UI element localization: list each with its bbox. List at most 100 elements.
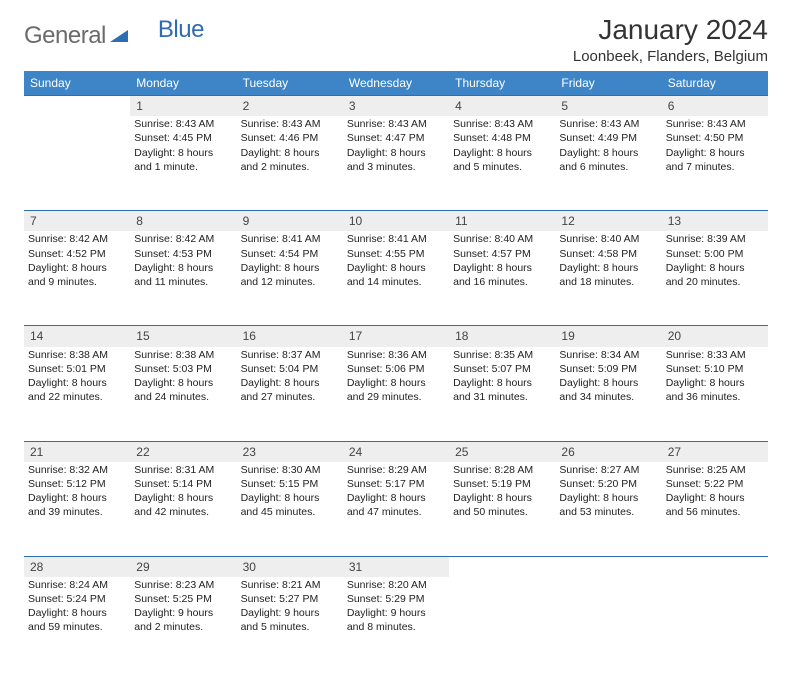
daylight-text: Daylight: 8 hours and 53 minutes. [559,491,657,519]
sunset-text: Sunset: 5:07 PM [453,362,551,376]
sunrise-text: Sunrise: 8:37 AM [241,348,339,362]
day-number: 15 [130,325,236,346]
sunrise-text: Sunrise: 8:21 AM [241,578,339,592]
day-number: 11 [449,210,555,231]
daylight-text: Daylight: 8 hours and 14 minutes. [347,261,445,289]
daynum-cell: 25 [449,441,555,462]
sunset-text: Sunset: 5:19 PM [453,477,551,491]
week-content-row: Sunrise: 8:24 AMSunset: 5:24 PMDaylight:… [24,577,768,671]
sunrise-text: Sunrise: 8:28 AM [453,463,551,477]
day-number: 10 [343,210,449,231]
daynum-cell: 18 [449,325,555,346]
week-content-row: Sunrise: 8:43 AMSunset: 4:45 PMDaylight:… [24,116,768,210]
daynum-cell: 16 [237,325,343,346]
daylight-text: Daylight: 8 hours and 5 minutes. [453,146,551,174]
day-cell: Sunrise: 8:35 AMSunset: 5:07 PMDaylight:… [449,347,555,441]
week-content-row: Sunrise: 8:38 AMSunset: 5:01 PMDaylight:… [24,347,768,441]
day-cell-text: Sunrise: 8:43 AMSunset: 4:47 PMDaylight:… [347,116,445,174]
daynum-cell: 29 [130,556,236,577]
day-number: 26 [555,441,661,462]
day-cell: Sunrise: 8:25 AMSunset: 5:22 PMDaylight:… [662,462,768,556]
day-cell-text: Sunrise: 8:41 AMSunset: 4:55 PMDaylight:… [347,231,445,289]
sunset-text: Sunset: 4:54 PM [241,247,339,261]
daylight-text: Daylight: 8 hours and 50 minutes. [453,491,551,519]
sunrise-text: Sunrise: 8:29 AM [347,463,445,477]
day-number: 22 [130,441,236,462]
sunrise-text: Sunrise: 8:36 AM [347,348,445,362]
day-cell-text: Sunrise: 8:43 AMSunset: 4:45 PMDaylight:… [134,116,232,174]
day-cell-text: Sunrise: 8:40 AMSunset: 4:58 PMDaylight:… [559,231,657,289]
day-cell: Sunrise: 8:38 AMSunset: 5:03 PMDaylight:… [130,347,236,441]
day-number: 6 [662,95,768,116]
sunset-text: Sunset: 4:49 PM [559,131,657,145]
day-number: 21 [24,441,130,462]
day-header-fri: Friday [555,71,661,95]
sunset-text: Sunset: 4:53 PM [134,247,232,261]
daylight-text: Daylight: 9 hours and 2 minutes. [134,606,232,634]
daynum-cell [662,556,768,577]
day-number: 30 [237,556,343,577]
sunrise-text: Sunrise: 8:35 AM [453,348,551,362]
day-cell: Sunrise: 8:41 AMSunset: 4:54 PMDaylight:… [237,231,343,325]
day-cell: Sunrise: 8:27 AMSunset: 5:20 PMDaylight:… [555,462,661,556]
day-cell-text [666,577,764,578]
day-cell-text: Sunrise: 8:34 AMSunset: 5:09 PMDaylight:… [559,347,657,405]
day-number: 16 [237,325,343,346]
daylight-text: Daylight: 8 hours and 22 minutes. [28,376,126,404]
week-daynum-row: 14151617181920 [24,325,768,346]
day-cell-text: Sunrise: 8:43 AMSunset: 4:46 PMDaylight:… [241,116,339,174]
daynum-cell: 8 [130,210,236,231]
day-cell-text [453,577,551,578]
day-number: 18 [449,325,555,346]
daynum-cell: 15 [130,325,236,346]
day-cell-text: Sunrise: 8:43 AMSunset: 4:48 PMDaylight:… [453,116,551,174]
daylight-text: Daylight: 8 hours and 18 minutes. [559,261,657,289]
page-header: General Blue January 2024 Loonbeek, Flan… [24,14,768,65]
day-cell: Sunrise: 8:33 AMSunset: 5:10 PMDaylight:… [662,347,768,441]
day-number: 24 [343,441,449,462]
week-daynum-row: 28293031 [24,556,768,577]
sunset-text: Sunset: 5:24 PM [28,592,126,606]
day-cell: Sunrise: 8:31 AMSunset: 5:14 PMDaylight:… [130,462,236,556]
day-cell-text: Sunrise: 8:37 AMSunset: 5:04 PMDaylight:… [241,347,339,405]
sunset-text: Sunset: 4:55 PM [347,247,445,261]
day-number [24,95,130,116]
sunrise-text: Sunrise: 8:31 AM [134,463,232,477]
daynum-cell: 14 [24,325,130,346]
sunset-text: Sunset: 4:52 PM [28,247,126,261]
day-header-sun: Sunday [24,71,130,95]
day-cell: Sunrise: 8:20 AMSunset: 5:29 PMDaylight:… [343,577,449,671]
sunset-text: Sunset: 5:12 PM [28,477,126,491]
sunrise-text: Sunrise: 8:43 AM [134,117,232,131]
sunrise-text: Sunrise: 8:41 AM [347,232,445,246]
day-number: 29 [130,556,236,577]
day-cell-text: Sunrise: 8:25 AMSunset: 5:22 PMDaylight:… [666,462,764,520]
sunset-text: Sunset: 5:03 PM [134,362,232,376]
daynum-cell: 6 [662,95,768,116]
daynum-cell: 30 [237,556,343,577]
sunset-text: Sunset: 4:47 PM [347,131,445,145]
day-cell-text: Sunrise: 8:43 AMSunset: 4:50 PMDaylight:… [666,116,764,174]
day-cell-text: Sunrise: 8:31 AMSunset: 5:14 PMDaylight:… [134,462,232,520]
sunrise-text: Sunrise: 8:42 AM [28,232,126,246]
daylight-text: Daylight: 8 hours and 27 minutes. [241,376,339,404]
week-daynum-row: 78910111213 [24,210,768,231]
sunrise-text: Sunrise: 8:43 AM [559,117,657,131]
day-cell: Sunrise: 8:37 AMSunset: 5:04 PMDaylight:… [237,347,343,441]
day-cell-text: Sunrise: 8:20 AMSunset: 5:29 PMDaylight:… [347,577,445,635]
sunrise-text: Sunrise: 8:38 AM [28,348,126,362]
sunrise-text: Sunrise: 8:43 AM [347,117,445,131]
daylight-text: Daylight: 8 hours and 7 minutes. [666,146,764,174]
sunset-text: Sunset: 5:09 PM [559,362,657,376]
day-cell-text: Sunrise: 8:21 AMSunset: 5:27 PMDaylight:… [241,577,339,635]
daynum-cell: 20 [662,325,768,346]
sunrise-text: Sunrise: 8:32 AM [28,463,126,477]
daylight-text: Daylight: 8 hours and 36 minutes. [666,376,764,404]
day-cell-text: Sunrise: 8:38 AMSunset: 5:01 PMDaylight:… [28,347,126,405]
day-number [662,556,768,577]
day-cell: Sunrise: 8:40 AMSunset: 4:57 PMDaylight:… [449,231,555,325]
daynum-cell: 21 [24,441,130,462]
day-number: 5 [555,95,661,116]
daynum-cell: 31 [343,556,449,577]
calendar-body: 123456Sunrise: 8:43 AMSunset: 4:45 PMDay… [24,95,768,671]
